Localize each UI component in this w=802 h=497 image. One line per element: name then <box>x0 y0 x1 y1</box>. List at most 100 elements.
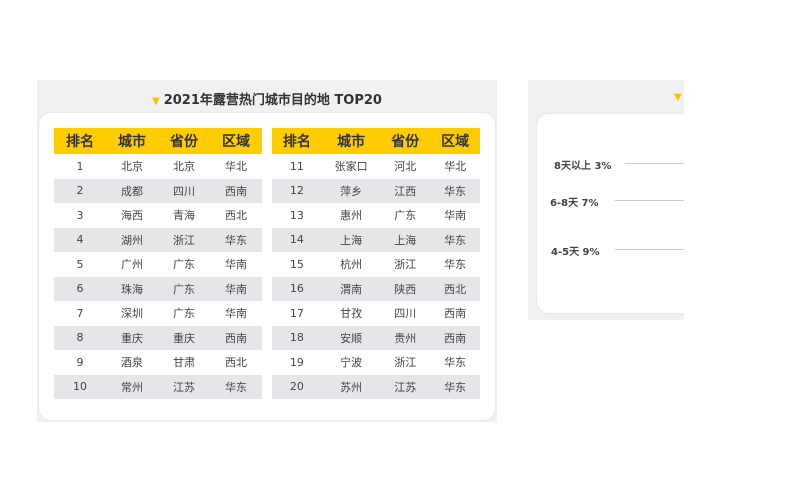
table-cell: 湖州 <box>106 227 158 252</box>
table-cell: 海西 <box>121 209 143 223</box>
table-cell: 北京 <box>121 160 143 174</box>
table-cell: 浙江 <box>158 227 210 252</box>
table-cell: 上海 <box>380 227 431 252</box>
table-cell: 杭州 <box>340 258 363 272</box>
table-row: 16 渭南 陕西 西北 <box>272 276 480 301</box>
table-cell: 重庆 <box>106 325 158 350</box>
column-header: 省份 <box>158 128 210 154</box>
title-text: 2021年露营热门城市目的地 TOP20 <box>163 93 382 108</box>
table-cell: 甘肃 <box>173 356 195 370</box>
table-row: 6 珠海 广东 华南 <box>54 276 262 301</box>
table-cell: 华东 <box>430 374 480 399</box>
table-cell: 华南 <box>444 209 467 223</box>
table-cell: 渭南 <box>321 276 381 301</box>
table-cell: 西南 <box>210 325 262 350</box>
table-cell: 华北 <box>444 160 467 174</box>
column-header: 排名 <box>272 128 322 154</box>
table-cell: 江苏 <box>158 374 210 399</box>
leader-line <box>625 163 684 164</box>
table-cell: 四川 <box>158 178 210 203</box>
table-cell: 广东 <box>173 307 195 321</box>
table-cell: 13 <box>289 208 304 222</box>
table-cell: 江苏 <box>380 374 431 399</box>
table-cell: 深圳 <box>121 307 143 321</box>
table-cell: 西南 <box>444 307 467 321</box>
table-row: 19 宁波 浙江 华东 <box>272 350 480 375</box>
column-header: 排名 <box>54 128 106 154</box>
table-cell: 甘孜 <box>340 307 363 321</box>
table-cell: 安顺 <box>321 325 381 350</box>
table-row: 11 张家口 河北 华北 <box>272 154 480 179</box>
table-cell: 青海 <box>173 209 195 223</box>
table-row: 12 萍乡 江西 华东 <box>272 178 480 203</box>
table-cell: 16 <box>272 276 322 301</box>
table-cell: 重庆 <box>158 325 210 350</box>
panel-title: ▼ 2021年露营热门城市目的地 TOP20 <box>37 89 497 108</box>
table-row: 5 广州 广东 华南 <box>54 252 262 277</box>
table-cell: 陕西 <box>380 276 431 301</box>
table-cell: 华东 <box>430 178 480 203</box>
chart-card: 8天以上 3% 6-8天 7% 4-5天 9% <box>537 114 684 313</box>
table-cell: 11 <box>289 159 304 173</box>
table-cell: 浙江 <box>394 258 417 272</box>
leader-line <box>615 249 684 250</box>
table-cell: 华东 <box>444 356 467 370</box>
table-cell: 华东 <box>444 258 467 272</box>
table-row: 15 杭州 浙江 华东 <box>272 252 480 277</box>
table-cell: 7 <box>76 306 84 320</box>
table-cell: 广东 <box>158 276 210 301</box>
table-cell: 常州 <box>106 374 158 399</box>
table-cell: 华南 <box>225 307 247 321</box>
table-row: 3 海西 青海 西北 <box>54 203 262 228</box>
table-cell: 惠州 <box>340 209 363 223</box>
column-header: 区域 <box>430 128 480 154</box>
table-cell: 广州 <box>121 258 143 272</box>
top20-cities-panel: ▼ 2021年露营热门城市目的地 TOP20 排名 城市 省份 区域 1 北京 北京 华北 2 成都… <box>37 80 497 422</box>
table-cell: 华南 <box>225 258 247 272</box>
table-cell: 10 <box>54 374 106 399</box>
leader-line <box>615 200 684 201</box>
table-cell: 河北 <box>394 160 417 174</box>
triangle-down-icon: ▼ <box>674 92 682 103</box>
table-cell: 1 <box>76 159 84 173</box>
table-cell: 西北 <box>225 209 247 223</box>
table-row: 8 重庆 重庆 西南 <box>54 325 262 350</box>
column-header: 城市 <box>321 128 381 154</box>
table-row: 18 安顺 贵州 西南 <box>272 325 480 350</box>
column-header: 城市 <box>106 128 158 154</box>
table-cell: 2 <box>54 178 106 203</box>
ranking-table-right: 排名 城市 省份 区域 11 张家口 河北 华北 12 萍乡 江西 华东 13 惠州 广东 华南 14 上海 上海华… <box>272 128 480 399</box>
table-cell: 北京 <box>173 160 195 174</box>
table-cell: 浙江 <box>394 356 417 370</box>
table-cell: 珠海 <box>106 276 158 301</box>
table-cell: 广东 <box>394 209 417 223</box>
table-cell: 酒泉 <box>121 356 143 370</box>
label-8plus-days: 8天以上 3% <box>554 161 612 172</box>
table-row: 1 北京 北京 华北 <box>54 154 262 179</box>
table-row: 17 甘孜 四川 西南 <box>272 301 480 326</box>
table-row: 10 常州 江苏 华东 <box>54 374 262 399</box>
table-cell: 苏州 <box>321 374 381 399</box>
table-cell: 西北 <box>225 356 247 370</box>
table-cell: 6 <box>54 276 106 301</box>
table-row: 14 上海 上海 华东 <box>272 227 480 252</box>
column-header: 省份 <box>380 128 431 154</box>
triangle-down-icon: ▼ <box>152 96 160 107</box>
table-cell: 19 <box>289 355 304 369</box>
table-cell: 5 <box>76 257 84 271</box>
label-6-8-days: 6-8天 7% <box>550 198 599 209</box>
table-cell: 四川 <box>394 307 417 321</box>
table-card: 排名 城市 省份 区域 1 北京 北京 华北 2 成都 四川 西南 3 海西 青海 西北 4 湖州 浙江 华东 5 广州广… <box>39 113 495 420</box>
table-cell: 上海 <box>321 227 381 252</box>
table-cell: 贵州 <box>380 325 431 350</box>
table-cell: 18 <box>272 325 322 350</box>
table-cell: 江西 <box>380 178 431 203</box>
table-cell: 广东 <box>173 258 195 272</box>
table-cell: 9 <box>76 355 84 369</box>
table-cell: 4 <box>54 227 106 252</box>
table-cell: 西南 <box>430 325 480 350</box>
table-cell: 成都 <box>106 178 158 203</box>
table-cell: 8 <box>54 325 106 350</box>
table-cell: 华南 <box>210 276 262 301</box>
table-cell: 西南 <box>210 178 262 203</box>
